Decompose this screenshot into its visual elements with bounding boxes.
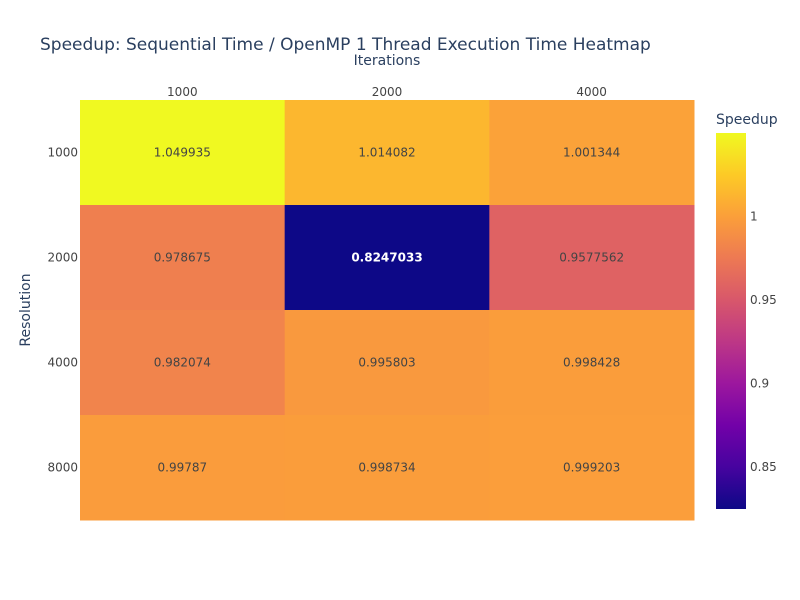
y-tick-label: 2000 xyxy=(47,251,78,265)
cell-value-label: 0.982074 xyxy=(154,356,211,370)
colorbar-tick-label: 0.95 xyxy=(750,293,777,307)
cell-value-label: 0.995803 xyxy=(358,356,415,370)
heatmap-cells: 1.049935 1.014082 1.001344 0.978675 0.824703… xyxy=(80,100,695,521)
heatmap-cell xyxy=(489,415,695,521)
heatmap-cell xyxy=(80,310,286,416)
x-axis-ticks: 1000 2000 4000 xyxy=(167,85,607,99)
colorbar-tick-label: 1 xyxy=(750,209,758,223)
x-axis-title: Iterations xyxy=(354,53,421,69)
x-tick-label: 2000 xyxy=(372,85,403,99)
colorbar-title: Speedup xyxy=(716,112,778,128)
cell-value-label: 0.998734 xyxy=(358,461,415,475)
colorbar xyxy=(716,133,746,509)
cell-value-label: 0.8247033 xyxy=(351,251,422,265)
cell-value-label: 1.049935 xyxy=(154,146,211,160)
x-tick-label: 4000 xyxy=(576,85,607,99)
cell-value-label: 0.999203 xyxy=(563,461,620,475)
cell-value-label: 0.99787 xyxy=(158,461,208,475)
chart-title: Speedup: Sequential Time / OpenMP 1 Thre… xyxy=(40,35,651,55)
heatmap-cell xyxy=(284,415,490,521)
cell-value-label: 1.014082 xyxy=(358,146,415,160)
y-axis-ticks: 1000 2000 4000 8000 xyxy=(47,146,78,475)
heatmap-cell xyxy=(80,415,286,521)
colorbar-tick-label: 0.85 xyxy=(750,460,777,474)
cell-value-label: 1.001344 xyxy=(563,146,620,160)
colorbar-ticks: 0.85 0.9 0.95 1 xyxy=(750,209,777,473)
heatmap-cell xyxy=(80,100,286,206)
cell-value-label: 0.9577562 xyxy=(559,251,624,265)
y-tick-label: 1000 xyxy=(47,146,78,160)
heatmap-cell xyxy=(489,205,695,311)
heatmap-cell xyxy=(284,100,490,206)
x-tick-label: 1000 xyxy=(167,85,198,99)
heatmap-cell xyxy=(80,205,286,311)
cell-value-label: 0.998428 xyxy=(563,356,620,370)
y-tick-label: 8000 xyxy=(47,461,78,475)
y-tick-label: 4000 xyxy=(47,356,78,370)
heatmap-cell xyxy=(284,310,490,416)
heatmap-cell xyxy=(489,310,695,416)
heatmap-cell xyxy=(489,100,695,206)
cell-value-label: 0.978675 xyxy=(154,251,211,265)
heatmap-cell xyxy=(284,205,490,311)
y-axis-title: Resolution xyxy=(18,273,34,346)
colorbar-tick-label: 0.9 xyxy=(750,376,769,390)
